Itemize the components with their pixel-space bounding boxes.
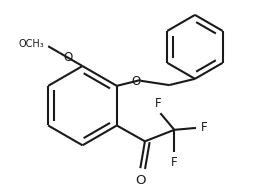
- Text: O: O: [63, 51, 72, 64]
- Text: OCH₃: OCH₃: [19, 39, 44, 49]
- Text: F: F: [155, 97, 162, 110]
- Text: O: O: [135, 174, 145, 187]
- Text: F: F: [171, 156, 178, 169]
- Text: O: O: [131, 75, 141, 88]
- Text: F: F: [200, 122, 207, 134]
